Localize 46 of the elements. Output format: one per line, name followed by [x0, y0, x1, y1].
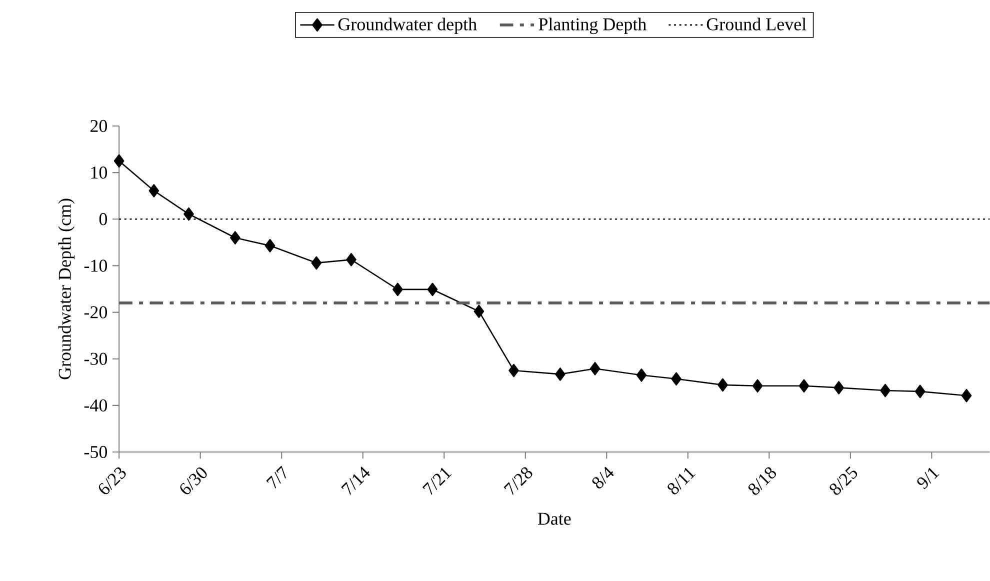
point: [718, 378, 728, 392]
legend-label: Planting Depth: [538, 18, 646, 34]
x-tick-label: 8/4: [592, 466, 614, 488]
point: [834, 381, 844, 394]
y-tick-label: -40: [84, 399, 108, 412]
x-axis-title: Date: [538, 512, 571, 525]
point: [752, 379, 763, 393]
point: [636, 368, 647, 382]
point: [230, 231, 240, 244]
x-tick-label: 7/7: [266, 466, 286, 488]
point: [555, 368, 566, 381]
x-tick-label: 8/25: [830, 466, 858, 495]
legend-label: Ground Level: [706, 18, 806, 30]
y-tick-label: -20: [84, 306, 108, 318]
point: [798, 379, 810, 393]
x-tick-label: 7/28: [504, 467, 532, 495]
point: [427, 282, 438, 296]
point: [914, 384, 926, 398]
point: [148, 184, 160, 198]
y-tick-label: 0: [99, 213, 108, 226]
y-tick-label: 20: [90, 120, 108, 132]
point: [392, 282, 403, 296]
point: [508, 364, 519, 378]
point: [590, 362, 600, 376]
point: [184, 207, 194, 221]
x-tick-label: 7/14: [341, 466, 370, 495]
point: [114, 154, 124, 168]
x-tick-label: 6/23: [98, 467, 126, 494]
y-tick-label: -10: [84, 260, 108, 272]
point: [311, 256, 322, 270]
y-axis-title: Groundwater Depth (cm): [58, 198, 75, 380]
x-tick-label: 7/21: [422, 468, 452, 495]
y-tick-label: 10: [91, 166, 108, 179]
point: [264, 239, 276, 252]
x-tick-label: 9/1: [917, 468, 940, 490]
x-tick-label: 8/11: [668, 468, 696, 494]
point: [880, 384, 890, 398]
point: [671, 372, 682, 386]
y-tick-label: -30: [84, 352, 108, 365]
point: [346, 252, 356, 266]
point: [961, 388, 972, 402]
x-tick-label: 8/18: [748, 467, 776, 495]
y-tick-label: -50: [84, 446, 108, 458]
legend-label: Groundwater depth: [338, 18, 477, 34]
point: [474, 304, 484, 318]
x-tick-label: 6/30: [180, 467, 207, 494]
